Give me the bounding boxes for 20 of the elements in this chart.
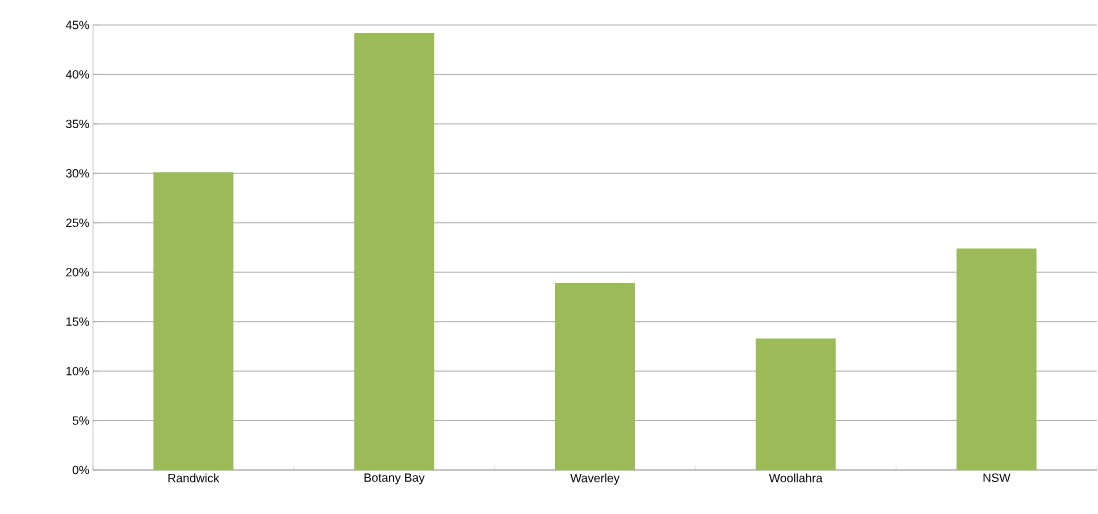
bar: [956, 248, 1037, 470]
y-tick-label: 35%: [66, 119, 90, 129]
bar: [354, 32, 435, 470]
x-tick-label: Waverley: [570, 473, 620, 485]
bar: [153, 172, 234, 470]
y-tick-label: 40%: [65, 70, 90, 79]
y-tick-label: 10%: [66, 366, 90, 376]
x-tick-label: Botany Bay: [364, 473, 425, 485]
y-tick-label: 5%: [72, 416, 90, 425]
x-tick-label: NSW: [983, 473, 1011, 482]
bar: [554, 283, 635, 470]
y-tick-label: 45%: [65, 20, 90, 30]
bar: [755, 338, 836, 470]
y-tick-label: 0%: [72, 465, 90, 475]
y-tick-label: 30%: [66, 169, 90, 178]
y-tick-label: 20%: [66, 267, 90, 277]
y-tick-label: 15%: [66, 317, 90, 326]
y-tick-label: 25%: [66, 218, 90, 227]
x-tick-label: Woollahra: [769, 473, 823, 483]
x-tick-label: Randwick: [168, 473, 220, 483]
